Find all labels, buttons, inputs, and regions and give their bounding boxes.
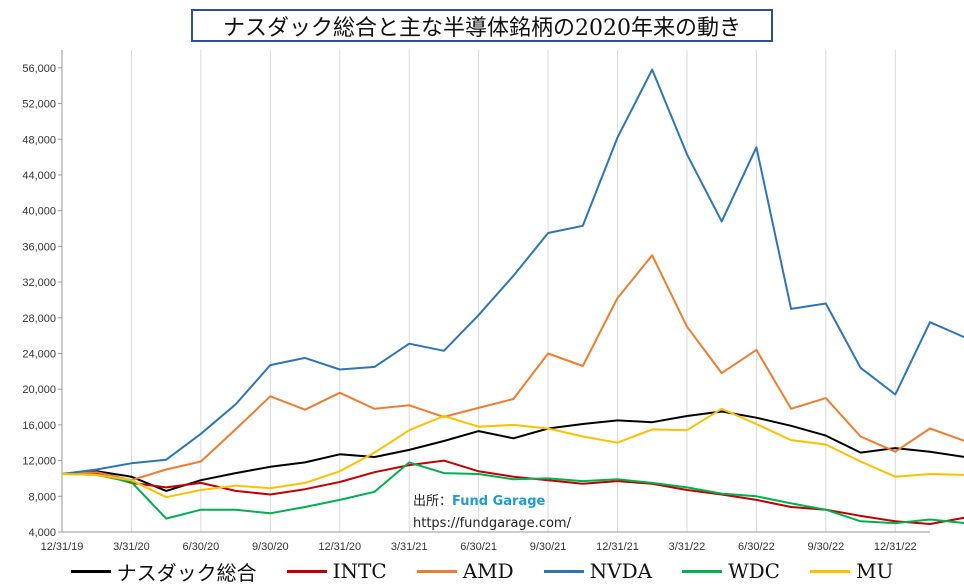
y-tick-label: 48,000 (22, 134, 56, 146)
series-line-5 (61, 461, 964, 525)
y-tick-label: 32,000 (22, 277, 56, 289)
legend-item-5: WDC (682, 559, 780, 583)
legend-swatch (543, 569, 584, 573)
series-line-4 (61, 68, 964, 475)
x-tick-label: 3/31/20 (113, 541, 150, 553)
y-tick-label: 56,000 (22, 63, 56, 75)
y-tick-label: 36,000 (22, 241, 56, 253)
legend-label: WDC (728, 559, 780, 583)
x-tick-label: 12/31/22 (874, 541, 917, 553)
y-tick-label: 8,000 (28, 491, 56, 503)
x-tick-label: 6/30/22 (738, 541, 775, 553)
x-tick-label: 6/30/20 (183, 541, 220, 553)
y-tick-label: 24,000 (22, 348, 56, 360)
chart-area: 12/31/19 3/31/20 6/30/20 9/30/20 12/31/20 3/3… (22, 50, 964, 553)
legend-label: MU (856, 559, 894, 583)
series-line-3 (61, 254, 964, 482)
series-line-6 (61, 407, 964, 499)
x-tick-label: 12/31/20 (318, 541, 361, 553)
source-brand: Fund Garage (452, 494, 546, 509)
legend-item-6: MU (810, 559, 893, 583)
y-tick-label: 40,000 (22, 206, 56, 218)
legend-item-1: ナスダック総合 (70, 557, 257, 586)
series-line-1 (61, 410, 964, 492)
chart-legend: ナスダック総合 INTC AMD NVDA WDC MU (0, 557, 964, 586)
y-tick-label: 4,000 (28, 527, 56, 539)
y-tick-label: 52,000 (22, 99, 56, 111)
legend-item-4: NVDA (543, 559, 653, 583)
x-tick-label: 9/30/22 (807, 541, 844, 553)
legend-swatch (682, 569, 723, 573)
legend-swatch (286, 569, 327, 573)
y-tick-label: 12,000 (22, 456, 56, 468)
source-note: 出所：Fund Garage https://fundgarage.com/ (413, 491, 571, 535)
y-tick-label: 44,000 (22, 170, 56, 182)
legend-item-3: AMD (416, 559, 514, 583)
y-tick-label: 28,000 (22, 313, 56, 325)
plot-area (62, 50, 930, 532)
source-label: 出所： (413, 494, 453, 509)
x-tick-label: 9/30/20 (252, 541, 289, 553)
source-url: https://fundgarage.com/ (413, 516, 571, 531)
legend-label: NVDA (589, 559, 653, 583)
legend-swatch (416, 569, 457, 573)
y-tick-label: 20,000 (22, 384, 56, 396)
legend-label: INTC (332, 559, 387, 583)
legend-item-2: INTC (286, 559, 387, 583)
y-tick-label: 16,000 (22, 420, 56, 432)
legend-label: ナスダック総合 (116, 560, 257, 585)
x-tick-label: 3/31/22 (669, 541, 706, 553)
x-tick-label: 12/31/19 (41, 541, 84, 553)
x-tick-label: 12/31/21 (596, 541, 639, 553)
legend-swatch (70, 569, 111, 573)
legend-label: AMD (462, 559, 514, 583)
legend-swatch (810, 569, 850, 573)
x-tick-label: 3/31/21 (391, 541, 428, 553)
chart-title: ナスダック総合と主な半導体銘柄の2020年来の動き (191, 9, 773, 42)
x-tick-label: 9/30/21 (530, 541, 567, 553)
x-tick-label: 6/30/21 (460, 541, 497, 553)
